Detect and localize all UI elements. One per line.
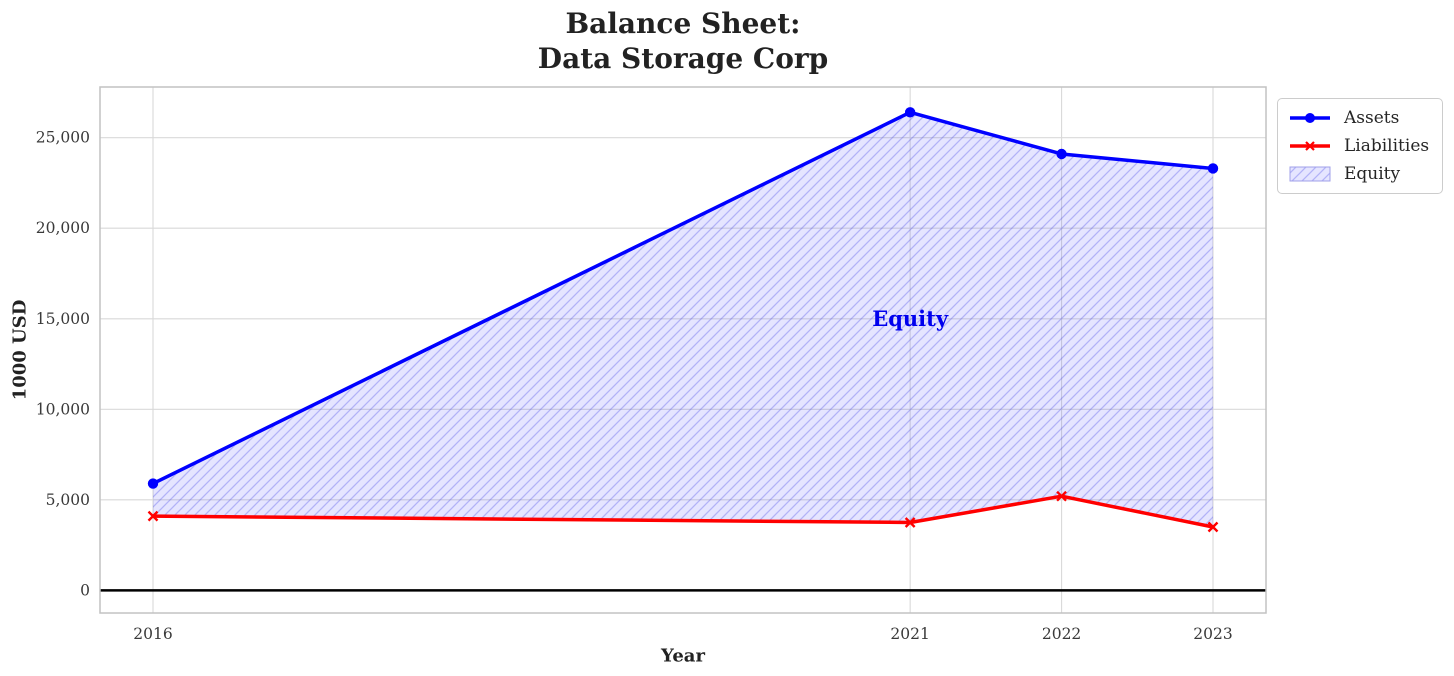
plot-border xyxy=(99,86,1267,614)
x-tick-label: 2022 xyxy=(1042,625,1081,643)
y-tick-label: 20,000 xyxy=(36,219,90,237)
assets-marker xyxy=(147,478,159,489)
data-series xyxy=(147,107,1219,533)
equity-annotation: Equity xyxy=(872,306,949,331)
assets-marker xyxy=(904,107,916,118)
axes-spines xyxy=(99,86,1267,614)
legend-label-liabilities: Liabilities xyxy=(1344,136,1430,156)
equity-fill-region xyxy=(153,112,1213,527)
liabilities-marker xyxy=(904,517,916,528)
y-tick-label: 0 xyxy=(80,581,90,599)
assets-marker xyxy=(1207,163,1219,174)
assets-line xyxy=(152,110,1214,486)
x-tick-label: 2023 xyxy=(1193,625,1232,643)
equity-hatch-icon xyxy=(1289,166,1331,182)
assets-marker xyxy=(1056,148,1067,160)
equity-annotation-text: Equity xyxy=(872,306,949,331)
tick-labels: 0 5,000 10,000 15,000 20,000 25,000 2016 2021 20… xyxy=(36,129,1233,643)
legend-entry-equity: Equity xyxy=(1288,162,1432,186)
x-tick-label: 2021 xyxy=(890,625,929,643)
chart-title: Balance Sheet: Data Storage Corp xyxy=(100,6,1266,76)
chart-title-line2: Data Storage Corp xyxy=(537,42,829,75)
x-axis-label: Year xyxy=(661,645,705,667)
chart-title-line1: Balance Sheet: xyxy=(565,7,801,40)
legend-label-equity: Equity xyxy=(1344,164,1401,184)
legend-entry-liabilities: Liabilities xyxy=(1288,134,1432,158)
assets-line-icon xyxy=(1290,113,1330,123)
liabilities-marker xyxy=(147,510,159,522)
y-tick-label: 10,000 xyxy=(36,400,90,418)
liabilities-line xyxy=(152,494,1214,529)
y-axis-label: 1000 USD xyxy=(9,299,31,401)
y-tick-label: 25,000 xyxy=(36,129,90,147)
liabilities-marker xyxy=(1056,490,1067,502)
liabilities-marker xyxy=(1207,521,1219,533)
y-tick-label: 5,000 xyxy=(46,491,90,509)
legend-label-assets: Assets xyxy=(1344,108,1400,128)
legend: Assets Liabilities Equity xyxy=(1277,98,1443,194)
liabilities-line-icon xyxy=(1290,141,1330,151)
y-tick-label: 15,000 xyxy=(36,310,90,328)
equity-fill xyxy=(153,112,1213,527)
legend-entry-assets: Assets xyxy=(1288,106,1432,130)
x-tick-label: 2016 xyxy=(133,625,172,643)
